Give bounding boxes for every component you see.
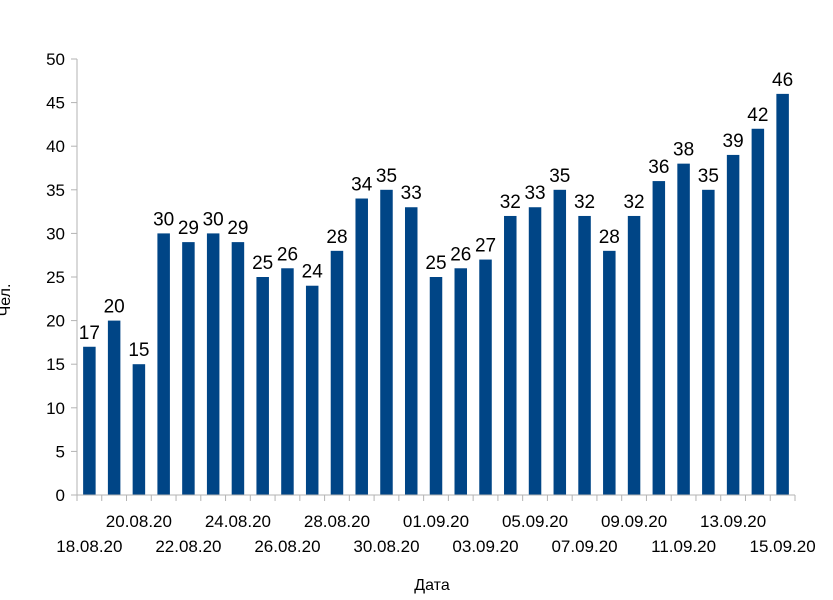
x-tick-label: 07.09.20	[551, 537, 617, 556]
bar-15.09.20	[776, 93, 789, 495]
x-tick-label: 03.09.20	[452, 537, 518, 556]
data-label: 33	[524, 183, 545, 204]
bar-21.08.20	[157, 233, 170, 495]
bar-11.09.20	[677, 163, 690, 495]
y-tick-label: 40	[46, 137, 65, 156]
bar-30.08.20	[380, 189, 393, 496]
x-tick-label: 09.09.20	[601, 512, 667, 531]
y-tick-label: 25	[46, 268, 65, 287]
bar-31.08.20	[404, 207, 418, 496]
bar-05.09.20	[528, 207, 542, 496]
y-axis-ticks: 0 5 10 15 20 25 30 35 40 45 50	[46, 50, 77, 505]
bar-12.09.20	[702, 189, 715, 496]
bar-08.09.20	[603, 250, 616, 495]
bars	[83, 93, 789, 496]
data-label: 15	[128, 340, 149, 361]
bar-28.08.20	[330, 250, 344, 495]
y-tick-label: 30	[46, 224, 65, 243]
x-tick-label: 28.08.20	[304, 512, 370, 531]
data-label: 24	[302, 262, 324, 283]
x-axis-ticks: 18.08.20 20.08.20 22.08.20 24.08.20 26.08.20…	[56, 495, 816, 556]
bar-24.08.20	[231, 242, 245, 495]
x-tick-label: 11.09.20	[651, 537, 716, 556]
bar-13.09.20	[726, 154, 740, 496]
bar-09.09.20	[627, 215, 641, 495]
x-tick-label: 05.09.20	[502, 512, 568, 531]
x-tick-label: 15.09.20	[750, 537, 816, 556]
data-label: 33	[401, 183, 422, 204]
x-tick-label: 30.08.20	[353, 537, 419, 556]
data-label: 28	[326, 227, 347, 248]
data-label: 25	[425, 253, 446, 274]
x-tick-label: 01.09.20	[403, 512, 469, 531]
data-label: 29	[178, 218, 199, 239]
data-label: 32	[574, 192, 595, 213]
bar-20.08.20	[132, 364, 146, 495]
y-tick-label: 20	[46, 312, 65, 331]
data-label: 35	[549, 166, 570, 187]
bar-10.09.20	[652, 181, 666, 495]
x-tick-label: 20.08.20	[106, 512, 172, 531]
y-tick-label: 0	[56, 486, 65, 505]
y-tick-label: 50	[46, 50, 65, 69]
bar-04.09.20	[504, 215, 517, 495]
y-axis-title: Чел.	[0, 284, 14, 317]
data-label: 39	[723, 131, 744, 152]
x-tick-label: 26.08.20	[254, 537, 320, 556]
bar-03.09.20	[479, 259, 492, 495]
data-label: 26	[450, 244, 471, 265]
data-label: 42	[747, 105, 768, 126]
y-tick-label: 5	[56, 442, 65, 461]
data-label: 34	[351, 175, 373, 196]
data-label: 28	[599, 227, 620, 248]
data-label: 27	[475, 236, 496, 257]
data-label: 17	[79, 323, 100, 344]
data-label: 25	[252, 253, 273, 274]
bar-06.09.20	[553, 189, 567, 496]
data-label: 30	[153, 209, 174, 230]
bar-19.08.20	[107, 320, 121, 495]
y-tick-label: 10	[46, 399, 65, 418]
bar-14.09.20	[751, 128, 765, 495]
x-tick-label: 18.08.20	[56, 537, 122, 556]
data-label: 46	[772, 70, 793, 91]
x-tick-label: 22.08.20	[155, 537, 221, 556]
y-tick-label: 15	[46, 355, 65, 374]
data-label: 20	[104, 297, 125, 318]
y-tick-label: 45	[46, 94, 65, 113]
x-axis-title: Дата	[414, 577, 450, 594]
data-label: 38	[673, 140, 694, 161]
bar-25.08.20	[256, 277, 269, 495]
bar-18.08.20	[83, 346, 96, 495]
bar-02.09.20	[454, 268, 468, 495]
data-label: 32	[500, 192, 521, 213]
x-tick-label: 24.08.20	[205, 512, 271, 531]
bar-27.08.20	[305, 285, 319, 495]
bar-22.08.20	[182, 242, 195, 495]
data-label: 35	[376, 166, 397, 187]
bar-01.09.20	[429, 277, 443, 495]
x-tick-label: 13.09.20	[700, 512, 766, 531]
bar-26.08.20	[281, 268, 294, 495]
data-label: 32	[623, 192, 644, 213]
data-label: 26	[277, 244, 298, 265]
y-tick-label: 35	[46, 181, 65, 200]
data-label: 29	[227, 218, 248, 239]
data-label: 35	[698, 166, 719, 187]
bar-23.08.20	[206, 233, 220, 495]
bar-07.09.20	[578, 215, 591, 495]
data-label: 30	[203, 209, 224, 230]
bar-29.08.20	[355, 198, 368, 495]
data-label: 36	[648, 157, 669, 178]
